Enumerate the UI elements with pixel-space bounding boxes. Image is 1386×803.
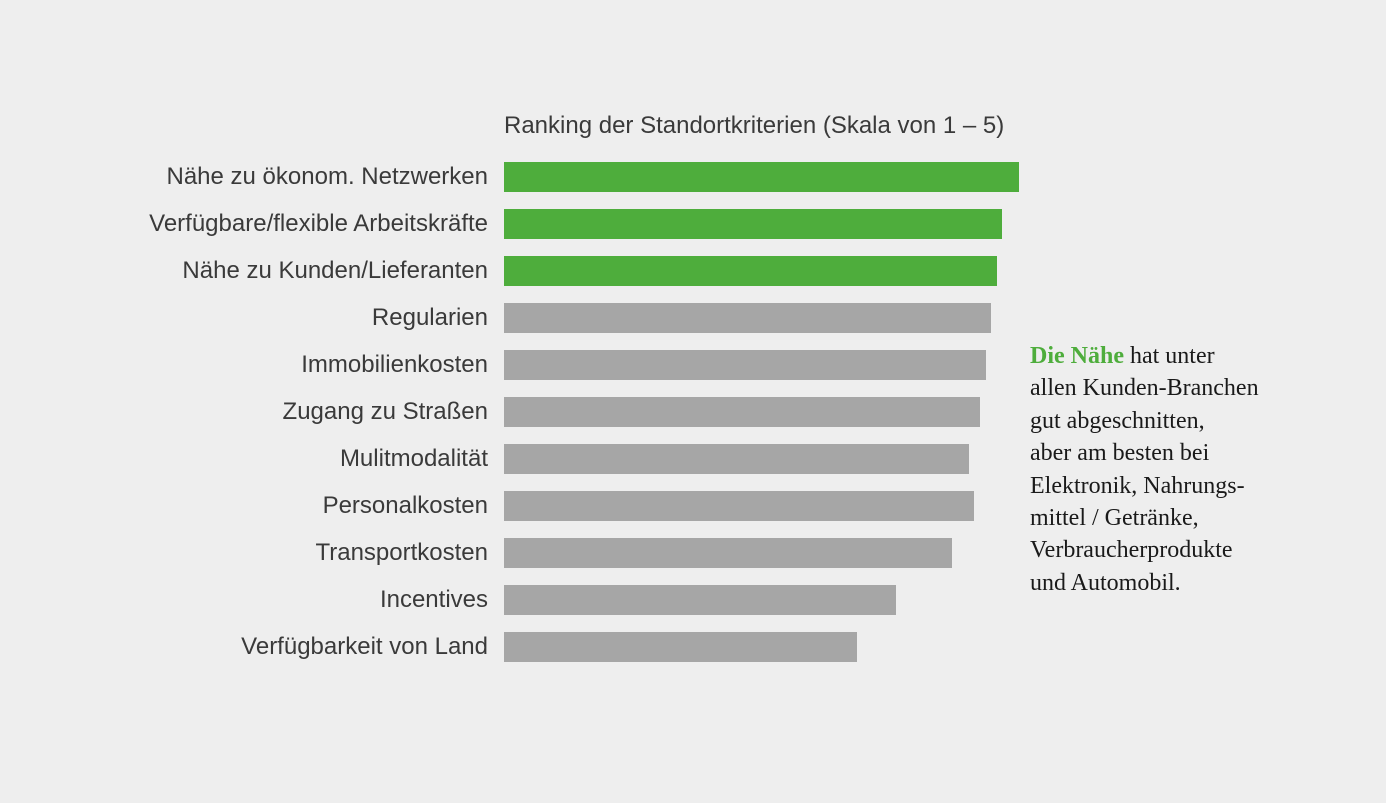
bar bbox=[504, 632, 857, 662]
bar bbox=[504, 444, 969, 474]
bar bbox=[504, 538, 952, 568]
bar-track bbox=[504, 247, 1064, 294]
bar-row: Verfügbare/flexible Arbeitskräfte bbox=[134, 200, 1064, 247]
bar-label: Regularien bbox=[134, 304, 504, 332]
bar-track bbox=[504, 294, 1064, 341]
bar-row: Zugang zu Straßen bbox=[134, 388, 1064, 435]
bar-track bbox=[504, 153, 1064, 200]
bar-label: Nähe zu Kunden/Lieferanten bbox=[134, 257, 504, 285]
bar-row: Nähe zu Kunden/Lieferanten bbox=[134, 247, 1064, 294]
annotation-box: Die Nähe hat unterallen Kunden-Brancheng… bbox=[1030, 340, 1330, 599]
annotation-highlight: Die Nähe bbox=[1030, 343, 1124, 369]
bar bbox=[504, 397, 980, 427]
chart-title: Ranking der Standortkriterien (Skala von… bbox=[504, 112, 1004, 140]
bar-row: Mulitmodalität bbox=[134, 435, 1064, 482]
bar-track bbox=[504, 341, 1064, 388]
bar bbox=[504, 209, 1002, 239]
bar-track bbox=[504, 388, 1064, 435]
bar-rows: Nähe zu ökonom. Netzwerken Verfügbare/fle… bbox=[134, 153, 1064, 670]
bar-row: Personalkosten bbox=[134, 482, 1064, 529]
bar-label: Mulitmodalität bbox=[134, 445, 504, 473]
bar bbox=[504, 491, 974, 521]
bar-row: Regularien bbox=[134, 294, 1064, 341]
bar-label: Transportkosten bbox=[134, 539, 504, 567]
bar-label: Personalkosten bbox=[134, 492, 504, 520]
bar-label: Immobilienkosten bbox=[134, 351, 504, 379]
bar-label: Incentives bbox=[134, 586, 504, 614]
bar-row: Verfügbarkeit von Land bbox=[134, 623, 1064, 670]
bar bbox=[504, 303, 991, 333]
bar-track bbox=[504, 529, 1064, 576]
bar bbox=[504, 350, 986, 380]
bar-row: Incentives bbox=[134, 576, 1064, 623]
bar-row: Nähe zu ökonom. Netzwerken bbox=[134, 153, 1064, 200]
bar bbox=[504, 585, 896, 615]
bar-label: Verfügbarkeit von Land bbox=[134, 633, 504, 661]
bar-track bbox=[504, 435, 1064, 482]
bar-row: Transportkosten bbox=[134, 529, 1064, 576]
bar-track bbox=[504, 482, 1064, 529]
bar-label: Verfügbare/flexible Arbeitskräfte bbox=[134, 210, 504, 238]
bar-row: Immobilienkosten bbox=[134, 341, 1064, 388]
bar-label: Nähe zu ökonom. Netzwerken bbox=[134, 163, 504, 191]
bar-track bbox=[504, 623, 1064, 670]
bar-label: Zugang zu Straßen bbox=[134, 398, 504, 426]
bar-track bbox=[504, 200, 1064, 247]
bar-track bbox=[504, 576, 1064, 623]
bar bbox=[504, 256, 997, 286]
chart-canvas: Ranking der Standortkriterien (Skala von… bbox=[0, 0, 1386, 803]
bar bbox=[504, 162, 1019, 192]
